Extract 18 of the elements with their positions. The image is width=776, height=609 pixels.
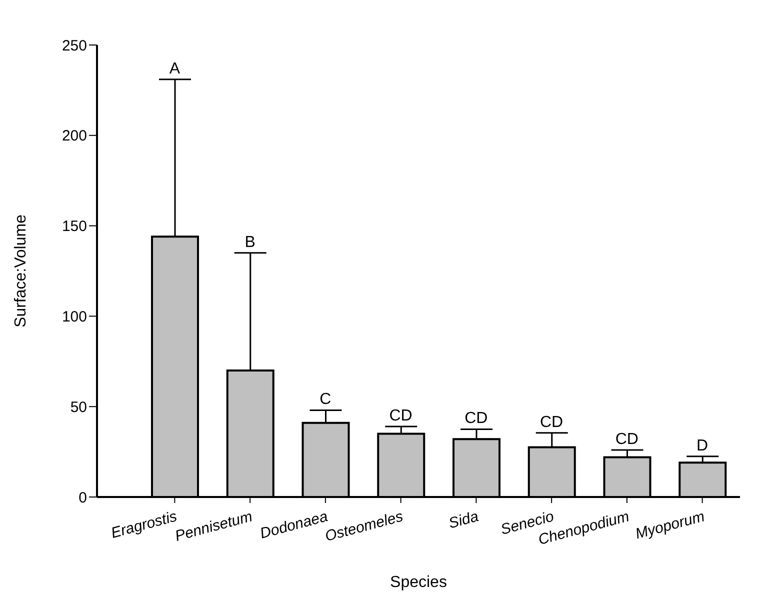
- annotation: CD: [389, 407, 412, 424]
- y-axis-title: Surface:Volume: [12, 214, 30, 328]
- y-tick-label: 0: [78, 489, 87, 506]
- x-tick-label: Myoporum: [634, 508, 706, 543]
- annotation: A: [169, 60, 180, 78]
- y-tick-label: 150: [62, 218, 87, 236]
- annotation: CD: [464, 410, 488, 428]
- y-tick-label: 100: [62, 308, 87, 326]
- annotation: CD: [615, 430, 638, 448]
- annotation: CD: [540, 414, 564, 431]
- x-axis-title: Species: [390, 574, 447, 591]
- y-tick-label: 250: [62, 37, 87, 54]
- x-tick-label: Sida: [446, 508, 480, 532]
- y-tick-label: 200: [62, 128, 87, 145]
- annotation: C: [320, 391, 332, 408]
- annotation: B: [244, 234, 256, 251]
- annotation: D: [696, 437, 708, 454]
- y-tick-label: 50: [70, 398, 87, 416]
